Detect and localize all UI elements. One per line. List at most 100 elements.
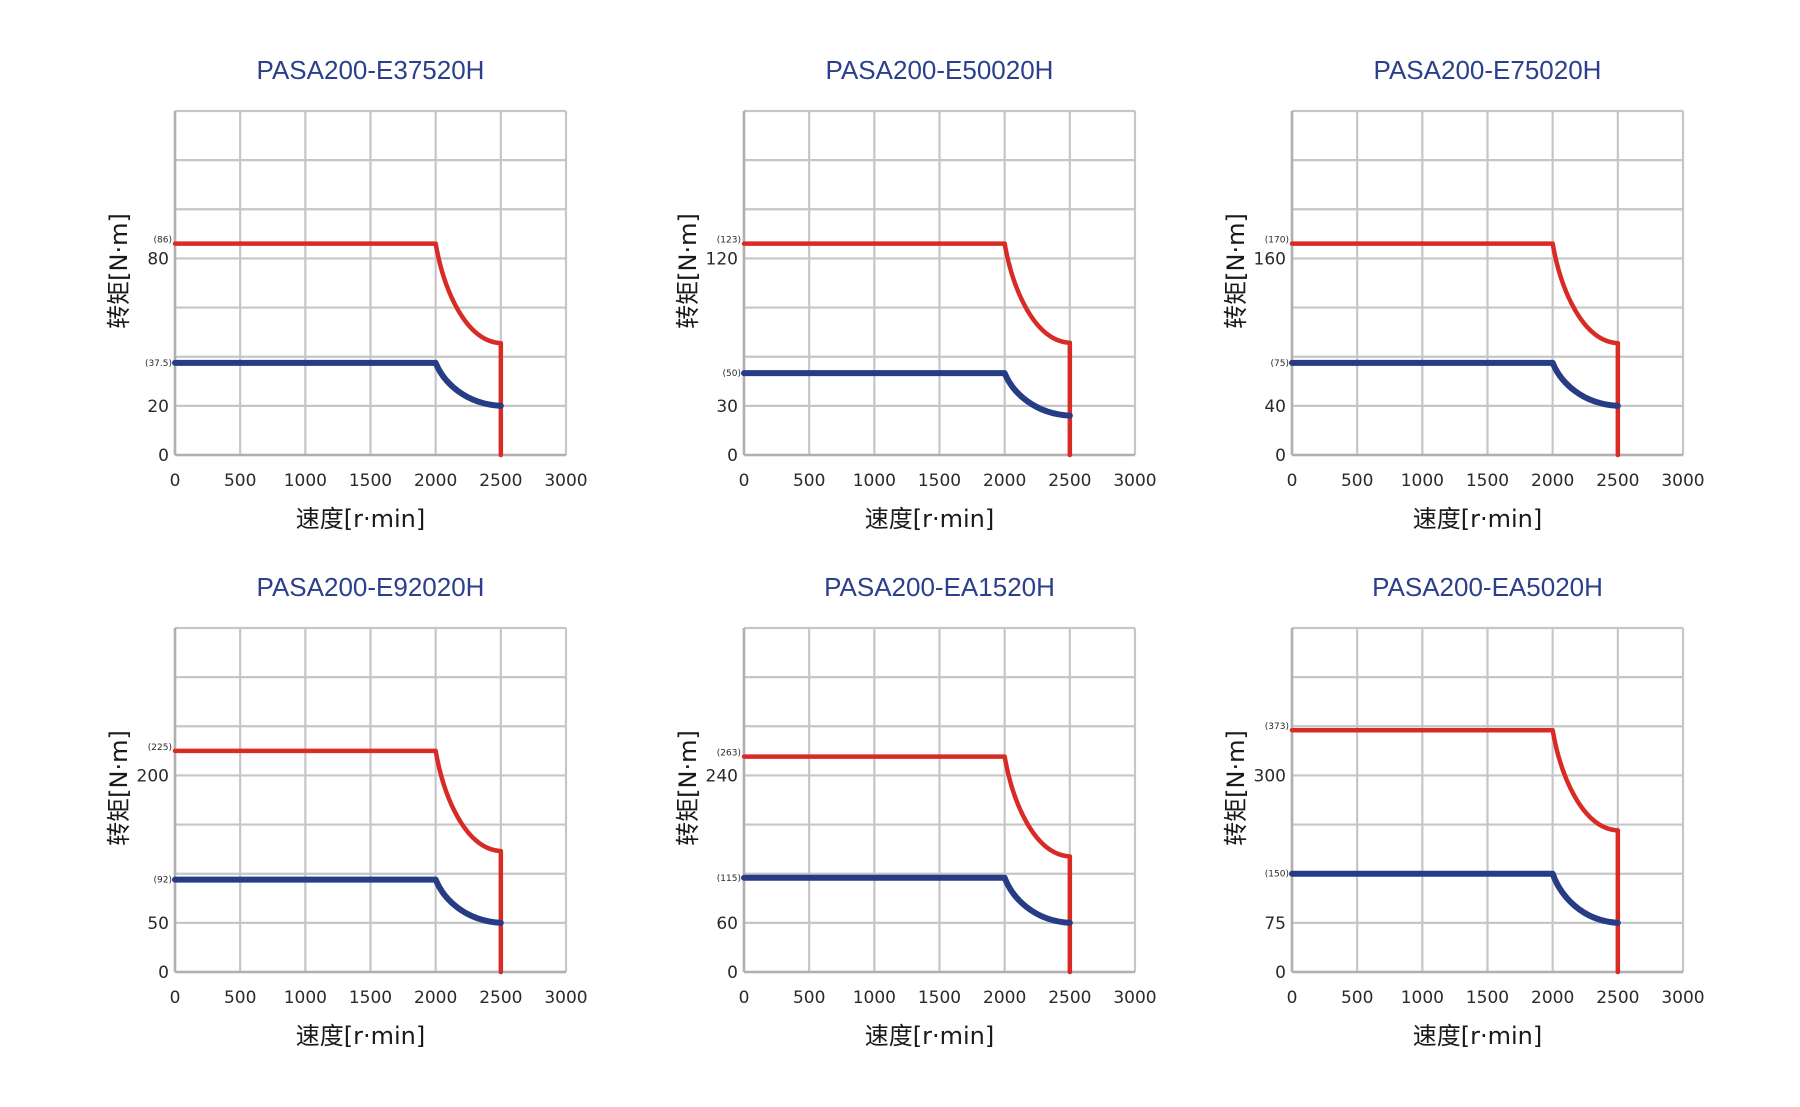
- rated-torque-line: [1289, 359, 1621, 409]
- chart-title: PASA200-E75020H: [1374, 55, 1602, 85]
- y-tick-label: 0: [158, 963, 169, 983]
- y-tick-label: 0: [158, 446, 169, 466]
- y-tick-label: 20: [147, 397, 169, 417]
- x-tick-label: 2500: [1596, 988, 1639, 1008]
- y-axis-label: 转矩[N·m]: [1222, 730, 1250, 846]
- chart-panel: PASA200-EA5020H 0 500 1000 1500 2000 2500 3000 0…: [1222, 572, 1705, 1050]
- peak-torque-annotation: (123): [717, 236, 741, 246]
- y-tick-label: 75: [1264, 914, 1286, 934]
- x-tick-label: 1000: [853, 471, 896, 491]
- chart-panel: PASA200-E75020H 0 500 1000 1500 2000 2500 3000 0…: [1222, 55, 1705, 533]
- x-tick-label: 2000: [983, 471, 1026, 491]
- grid: [742, 109, 1137, 457]
- x-tick-label: 500: [224, 988, 256, 1008]
- x-axis-label: 速度[r·min]: [296, 1022, 425, 1050]
- x-axis-label: 速度[r·min]: [1413, 505, 1542, 533]
- y-tick-label: 0: [1275, 963, 1286, 983]
- rated-torque-annotation: (150): [1265, 870, 1289, 880]
- chart-panel: PASA200-E50020H 0 500 1000 1500 2000 2500 3000 0…: [674, 55, 1157, 533]
- x-tick-label: 3000: [1661, 988, 1704, 1008]
- y-axis-label: 转矩[N·m]: [674, 730, 702, 846]
- x-tick-label: 2500: [479, 988, 522, 1008]
- x-tick-label: 500: [793, 471, 825, 491]
- x-tick-label: 1000: [284, 988, 327, 1008]
- x-tick-label: 2500: [1048, 988, 1091, 1008]
- y-tick-label: 50: [147, 914, 169, 934]
- x-tick-label: 1000: [1401, 988, 1444, 1008]
- x-tick-label: 2000: [1531, 988, 1574, 1008]
- y-tick-label: 0: [1275, 446, 1286, 466]
- x-tick-label: 500: [793, 988, 825, 1008]
- x-tick-label: 2500: [479, 471, 522, 491]
- chart-title: PASA200-EA5020H: [1372, 572, 1603, 602]
- peak-torque-line: [172, 748, 504, 975]
- x-tick-label: 1500: [349, 988, 392, 1008]
- y-tick-label: 240: [706, 766, 738, 786]
- y-tick-label: 120: [706, 249, 738, 269]
- y-tick-label: 160: [1254, 249, 1286, 269]
- rated-torque-line: [172, 876, 504, 926]
- rated-torque-annotation: (115): [717, 874, 741, 884]
- rated-torque-annotation: (92): [154, 876, 172, 886]
- peak-torque-annotation: (225): [148, 743, 172, 753]
- x-axis-label: 速度[r·min]: [865, 505, 994, 533]
- x-tick-label: 0: [739, 471, 750, 491]
- x-tick-label: 1500: [1466, 471, 1509, 491]
- x-tick-label: 2000: [414, 471, 457, 491]
- grid: [1290, 109, 1685, 457]
- chart-title: PASA200-E37520H: [257, 55, 485, 85]
- x-tick-label: 2000: [1531, 471, 1574, 491]
- chart-panel: PASA200-E37520H 0 500 1000 1500 2000 2500 3000 0…: [105, 55, 588, 533]
- y-axis-label: 转矩[N·m]: [1222, 213, 1250, 329]
- grid: [173, 109, 568, 457]
- x-tick-label: 0: [1287, 471, 1298, 491]
- peak-torque-line: [741, 754, 1073, 975]
- x-tick-label: 3000: [1113, 988, 1156, 1008]
- x-axis-label: 速度[r·min]: [296, 505, 425, 533]
- x-tick-label: 3000: [544, 471, 587, 491]
- grid: [742, 626, 1137, 974]
- y-tick-label: 40: [1264, 397, 1286, 417]
- peak-torque-annotation: (86): [154, 236, 172, 246]
- y-tick-label: 300: [1254, 766, 1286, 786]
- rated-torque-line: [1289, 870, 1621, 926]
- peak-torque-annotation: (170): [1265, 236, 1289, 246]
- peak-torque-line: [1289, 241, 1621, 458]
- x-tick-label: 2000: [983, 988, 1026, 1008]
- rated-torque-annotation: (50): [723, 369, 741, 379]
- rated-torque-line: [172, 359, 504, 409]
- y-tick-label: 0: [727, 446, 738, 466]
- chart-title: PASA200-E92020H: [257, 572, 485, 602]
- rated-torque-annotation: (37.5): [145, 359, 172, 369]
- rated-torque-line: [741, 874, 1073, 926]
- chart-panel: PASA200-EA1520H 0 500 1000 1500 2000 2500 3000 0…: [674, 572, 1157, 1050]
- x-tick-label: 1500: [1466, 988, 1509, 1008]
- x-tick-label: 1000: [1401, 471, 1444, 491]
- x-tick-label: 500: [224, 471, 256, 491]
- chart-panel: PASA200-E92020H 0 500 1000 1500 2000 2500 3000 0…: [105, 572, 588, 1050]
- y-tick-label: 0: [727, 963, 738, 983]
- x-tick-label: 1500: [349, 471, 392, 491]
- x-tick-label: 1500: [918, 988, 961, 1008]
- y-tick-label: 30: [716, 397, 738, 417]
- x-tick-label: 3000: [1113, 471, 1156, 491]
- peak-torque-annotation: (263): [717, 749, 741, 759]
- y-tick-label: 80: [147, 249, 169, 269]
- x-tick-label: 1000: [284, 471, 327, 491]
- x-axis-label: 速度[r·min]: [865, 1022, 994, 1050]
- grid: [173, 626, 568, 974]
- peak-torque-line: [172, 241, 504, 458]
- x-tick-label: 3000: [544, 988, 587, 1008]
- x-tick-label: 0: [170, 988, 181, 1008]
- x-tick-label: 1000: [853, 988, 896, 1008]
- peak-torque-line: [741, 241, 1073, 458]
- y-tick-label: 200: [137, 766, 169, 786]
- x-tick-label: 1500: [918, 471, 961, 491]
- peak-torque-line: [1289, 727, 1621, 975]
- y-axis-label: 转矩[N·m]: [105, 213, 133, 329]
- x-tick-label: 2500: [1048, 471, 1091, 491]
- x-tick-label: 500: [1341, 471, 1373, 491]
- chart-title: PASA200-EA1520H: [824, 572, 1055, 602]
- x-tick-label: 2000: [414, 988, 457, 1008]
